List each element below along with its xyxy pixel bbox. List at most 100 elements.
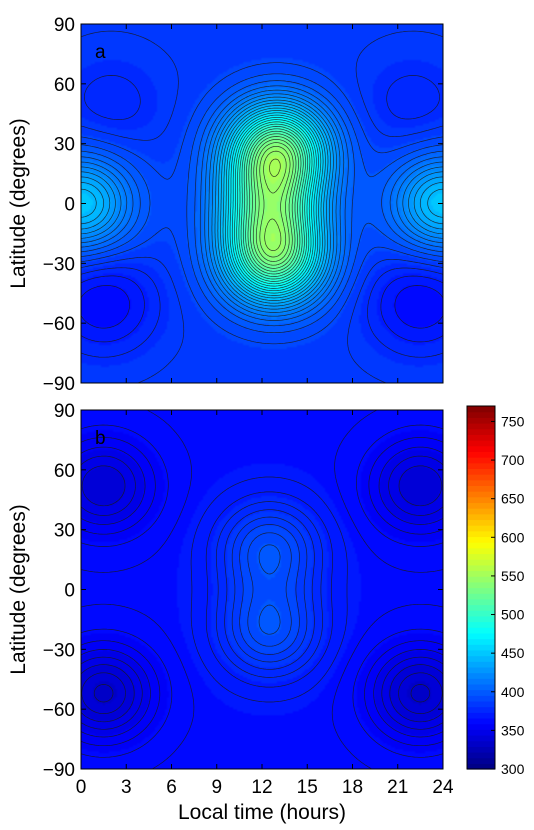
colorbar-swatch xyxy=(467,740,495,747)
colorbar-swatch xyxy=(467,621,495,628)
colorbar-swatch xyxy=(467,655,495,662)
colorbar-swatch xyxy=(467,638,495,645)
colorbar-swatch xyxy=(467,712,495,719)
colorbar-swatch xyxy=(467,542,495,549)
x-tick-label: 0 xyxy=(76,777,87,798)
colorbar-tick-label: 550 xyxy=(501,568,525,584)
colorbar-swatch xyxy=(467,525,495,532)
colorbar-swatch xyxy=(467,604,495,611)
panel-letter: b xyxy=(95,428,106,449)
colorbar-swatch xyxy=(467,587,495,594)
colorbar-swatch xyxy=(467,615,495,623)
y-tick-label: −30 xyxy=(43,640,75,661)
colorbar-tick-label: 750 xyxy=(501,413,525,429)
colorbar-swatch xyxy=(467,746,495,753)
y-tick-label: −60 xyxy=(43,700,75,721)
colorbar-swatch xyxy=(467,627,495,634)
colorbar-swatch xyxy=(467,440,495,447)
colorbar-swatch xyxy=(467,763,495,770)
y-tick-label: 60 xyxy=(54,75,75,96)
panel-letter: a xyxy=(95,42,106,63)
y-tick-label: 30 xyxy=(54,521,75,542)
colorbar-swatch xyxy=(467,451,495,458)
y-axis-label: Latitude (degrees) xyxy=(7,504,30,674)
colorbar-swatch xyxy=(467,632,495,640)
colorbar-swatch xyxy=(467,491,495,498)
colorbar-swatch xyxy=(467,666,495,674)
colorbar-swatch xyxy=(467,570,495,577)
heatmap-image xyxy=(81,24,443,383)
colorbar-swatch xyxy=(467,717,495,725)
x-tick-label: 3 xyxy=(121,777,132,798)
colorbar-swatch xyxy=(467,723,495,730)
colorbar-tick-label: 350 xyxy=(501,722,525,738)
colorbar-swatch xyxy=(467,457,495,464)
colorbar-swatch xyxy=(467,581,495,589)
colorbar-swatch xyxy=(467,496,495,504)
colorbar-swatch xyxy=(467,434,495,441)
colorbar-tick-label: 400 xyxy=(501,684,525,700)
panel-b: −90 −60 −30 0 30 60 90 0 3 6 9 12 15 18 21 24 Local time… xyxy=(7,401,454,824)
x-axis-label: Local time (hours) xyxy=(178,801,346,824)
x-tick-label: 21 xyxy=(387,777,408,798)
colorbar-swatch xyxy=(467,564,495,572)
colorbar-swatch xyxy=(467,530,495,538)
colorbar-tick-label: 450 xyxy=(501,645,525,661)
colorbar-swatch xyxy=(467,610,495,617)
colorbar-swatch xyxy=(467,734,495,742)
y-tick-label: 30 xyxy=(54,135,75,156)
colorbar-swatch xyxy=(467,598,495,606)
x-tick-label: 18 xyxy=(342,777,363,798)
colorbar-tick-label: 650 xyxy=(501,491,525,507)
x-tick-label: 24 xyxy=(432,777,454,798)
colorbar-tick-label: 600 xyxy=(501,529,525,545)
colorbar-swatch xyxy=(467,661,495,668)
colorbar-swatch xyxy=(467,417,495,424)
x-tick-label: 6 xyxy=(166,777,177,798)
y-tick-label: −60 xyxy=(43,314,75,335)
colorbar-swatch xyxy=(467,695,495,702)
colorbar-swatch xyxy=(467,729,495,736)
colorbar-swatch xyxy=(467,485,495,492)
x-tick-label: 15 xyxy=(297,777,318,798)
colorbar-swatch xyxy=(467,644,495,651)
y-tick-label: −30 xyxy=(43,254,75,275)
contour-lines xyxy=(80,30,444,384)
x-tick-label: 12 xyxy=(251,777,272,798)
y-tick-label: 0 xyxy=(64,581,75,602)
colorbar: 300 350 400 450 500 550 600 650 700 750 xyxy=(466,405,525,777)
colorbar-swatch xyxy=(467,593,495,600)
colorbar-swatch xyxy=(467,706,495,713)
colorbar-swatch xyxy=(467,536,495,543)
heatmap-image xyxy=(81,410,443,769)
colorbar-swatch xyxy=(467,547,495,555)
colorbar-swatch xyxy=(467,519,495,526)
y-tick-label: 60 xyxy=(54,461,75,482)
colorbar-swatch xyxy=(467,751,495,759)
colorbar-tick-label: 700 xyxy=(501,452,525,468)
colorbar-swatch xyxy=(467,479,495,487)
colorbar-swatch xyxy=(467,423,495,430)
panel-a: −90 −60 −30 0 30 60 90 Latitude (degrees) a xyxy=(7,15,444,395)
colorbar-frame xyxy=(466,405,496,770)
colorbar-swatch xyxy=(467,757,495,764)
colorbar-swatch xyxy=(467,468,495,475)
colorbar-swatch xyxy=(467,462,495,469)
colorbar-swatch xyxy=(467,678,495,685)
colorbar-swatch xyxy=(467,428,495,435)
x-tick-label: 9 xyxy=(211,777,222,798)
colorbar-swatch xyxy=(467,649,495,657)
colorbar-swatch xyxy=(467,474,495,481)
colorbar-swatch xyxy=(467,559,495,566)
contour-lines xyxy=(80,409,444,770)
colorbar-swatch xyxy=(467,508,495,515)
y-tick-label: 90 xyxy=(54,401,75,422)
y-axis-label: Latitude (degrees) xyxy=(7,118,30,288)
colorbar-swatch xyxy=(467,683,495,691)
y-tick-label: −90 xyxy=(43,760,75,781)
y-tick-label: 0 xyxy=(64,195,75,216)
colorbar-swatch xyxy=(467,689,495,696)
colorbar-swatch xyxy=(467,502,495,509)
colorbar-swatch xyxy=(467,700,495,708)
